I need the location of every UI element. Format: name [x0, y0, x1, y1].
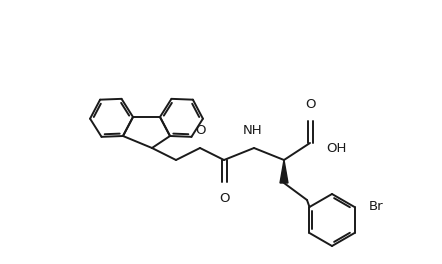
Text: Br: Br	[369, 200, 383, 214]
Text: O: O	[195, 124, 205, 137]
Text: NH: NH	[243, 124, 263, 137]
Text: OH: OH	[326, 142, 347, 154]
Text: O: O	[219, 192, 229, 205]
Polygon shape	[280, 160, 288, 183]
Text: O: O	[305, 98, 315, 111]
